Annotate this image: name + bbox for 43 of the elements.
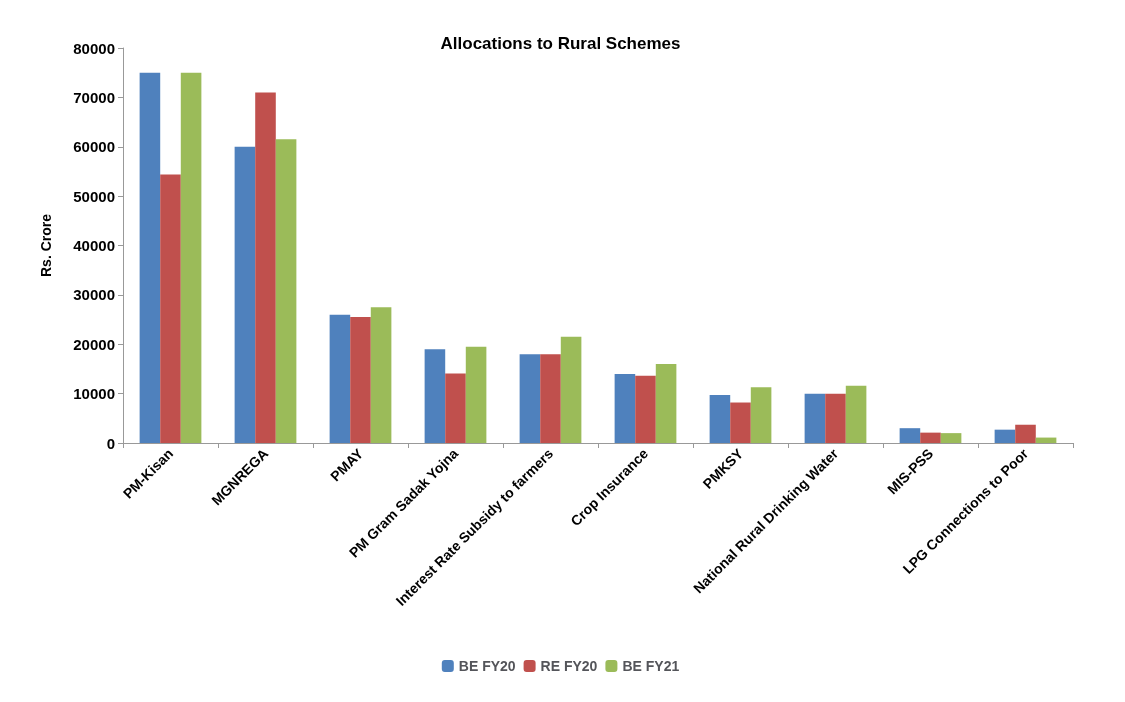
bar	[750, 387, 772, 443]
bar	[255, 92, 276, 443]
bar	[540, 354, 561, 443]
bar	[614, 373, 636, 443]
bar	[180, 72, 202, 443]
bar	[1015, 424, 1036, 443]
bar	[804, 393, 826, 443]
bar	[825, 393, 846, 443]
bar	[730, 402, 751, 443]
bar	[350, 317, 371, 443]
y-tick-label: 80000	[73, 39, 115, 57]
y-tick-label: 70000	[73, 88, 115, 106]
bar	[139, 72, 161, 443]
y-tick-label: 20000	[73, 335, 115, 353]
bar	[940, 433, 962, 443]
legend-label: BE FY20	[458, 658, 516, 674]
y-tick-label: 60000	[73, 138, 115, 156]
y-tick-label: 10000	[73, 385, 115, 403]
bar	[160, 174, 181, 443]
bar	[465, 346, 487, 443]
bar	[994, 429, 1016, 443]
y-tick-label: 50000	[73, 187, 115, 205]
y-tick-label: 0	[106, 434, 115, 452]
bar	[329, 314, 351, 443]
bar	[234, 146, 256, 443]
bar	[635, 375, 656, 443]
bar	[445, 373, 466, 443]
y-axis-title: Rs. Crore	[38, 213, 54, 278]
bar	[899, 428, 921, 443]
y-tick-label: 30000	[73, 286, 115, 304]
bar	[424, 349, 446, 443]
legend-label: BE FY21	[622, 658, 680, 674]
bar	[709, 395, 731, 443]
bar	[560, 336, 582, 443]
bar	[370, 307, 392, 443]
bar	[845, 385, 867, 443]
bar	[519, 354, 541, 443]
bar	[655, 364, 677, 443]
chart-title: Allocations to Rural Schemes	[440, 34, 681, 53]
bar	[920, 432, 941, 443]
y-tick-label: 40000	[73, 237, 115, 254]
bar	[275, 139, 297, 443]
legend-label: RE FY20	[540, 658, 598, 674]
